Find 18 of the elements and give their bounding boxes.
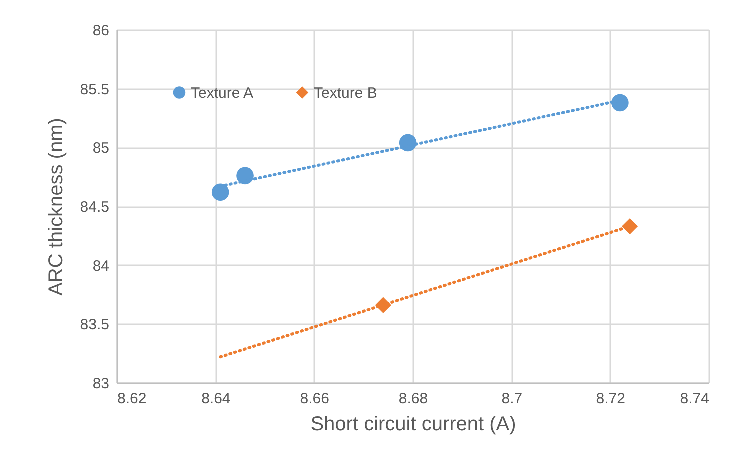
y-tick-label: 84.5 [80, 199, 110, 216]
x-tick-label: 8.72 [596, 390, 626, 408]
x-tick-label: 8.64 [202, 390, 231, 408]
y-tick-label: 83.5 [80, 316, 110, 334]
x-tick-label: 8.7 [502, 390, 523, 408]
y-tick-label: 83 [92, 376, 110, 392]
y-tick-label: 85 [92, 140, 110, 158]
y-axis-title: ARC thickness (nm) [45, 118, 68, 296]
legend-label: Texture B [314, 84, 378, 102]
y-tick-label: 84 [92, 258, 110, 275]
x-axis-title: Short circuit current (A) [310, 414, 516, 436]
x-tick-label: 8.68 [398, 390, 428, 408]
x-tick-label: 8.66 [300, 390, 330, 408]
y-tick-label: 86 [92, 22, 110, 40]
y-tick-label: 85.5 [80, 81, 110, 98]
x-tick-label: 8.62 [118, 390, 147, 408]
x-tick-label: 8.74 [680, 390, 710, 408]
legend-label: Texture A [191, 84, 254, 102]
